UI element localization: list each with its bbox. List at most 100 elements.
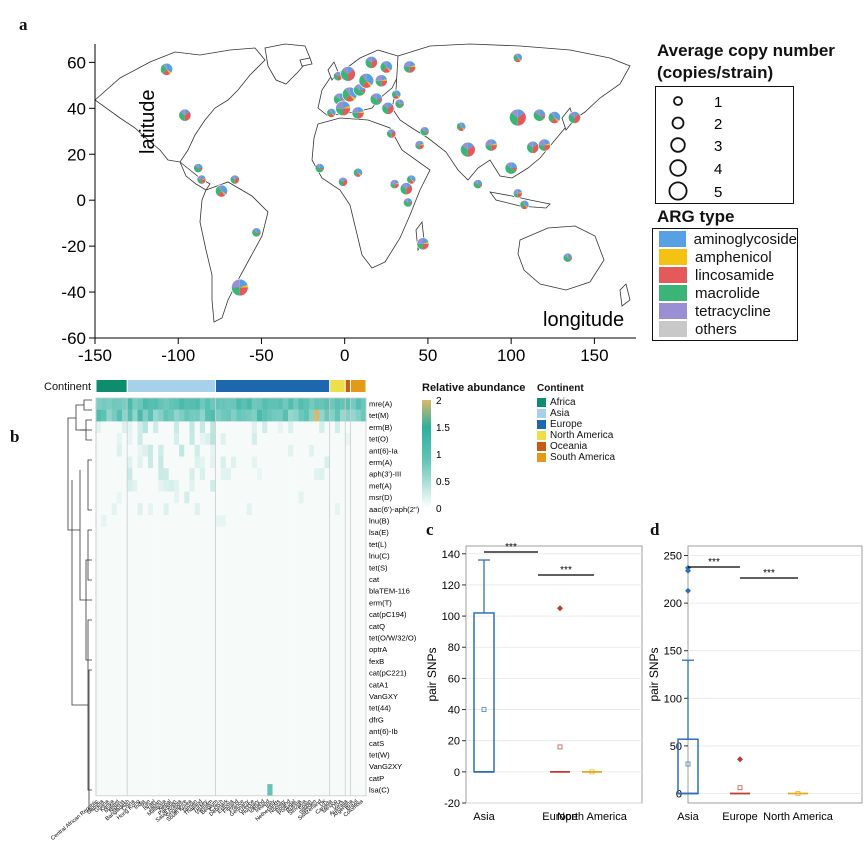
pie-slice [517,112,527,126]
continent-legend-item: North America [537,430,615,441]
heat-cell [282,596,289,609]
mean-marker [589,769,595,775]
heat-cell [158,690,164,703]
heat-cell [153,725,159,738]
heat-cell [355,760,362,773]
heat-cell [308,667,315,679]
heat-cell [314,515,320,527]
heat-cell [340,690,346,703]
site-pie [533,108,546,122]
heat-cell [184,632,190,644]
heat-cell [251,550,258,562]
heat-cell [350,444,356,457]
heat-cell [319,398,325,410]
ytick-label: 100 [664,693,682,705]
heat-cell [158,456,164,469]
heat-cell [246,702,252,715]
heat-cell [360,643,367,656]
heat-cell [319,749,325,761]
heat-cell [236,398,242,410]
heat-cell [303,409,310,422]
heat-cell [256,503,263,516]
heat-cell [116,608,123,621]
outlier-point [557,605,563,612]
heat-cell [121,561,128,574]
pie-slice [239,287,249,296]
pie-slice [456,122,462,131]
heat-cell [256,690,263,703]
heat-cell [137,678,143,691]
site-pie [335,100,351,117]
heat-cell [199,421,206,434]
heat-cell [147,632,154,644]
pie-outline [231,278,249,297]
copy-size-5-circle [668,181,688,201]
heat-cell [355,515,362,527]
heat-cell [199,550,206,562]
heat-cell [360,421,367,434]
heat-cell [199,561,206,574]
heat-cell [142,526,149,539]
site-pie [369,92,383,106]
heat-cell [163,784,169,796]
heat-cell [288,398,294,410]
site-pie [379,60,393,74]
heat-cell [329,643,336,656]
heat-cell [132,725,138,738]
heat-cell [241,760,247,773]
heat-cell [319,690,325,703]
site-pie [414,140,425,150]
pie-outline [160,62,173,76]
pie-slice [160,64,167,75]
heat-cell [308,596,315,609]
heat-cell [173,667,180,679]
heat-cell [231,690,237,703]
heat-cell [179,772,185,785]
heat-cell [116,550,123,562]
heat-cell [360,515,367,527]
site-pie [512,52,523,63]
heat-cell [96,573,102,586]
heat-cell [158,515,164,527]
heat-cell [298,456,304,469]
ytick-label: 0 [454,767,460,779]
heat-cell [267,585,273,598]
box-asia [473,559,495,773]
heat-cell [288,468,294,481]
heat-cell [303,398,310,410]
heat-cell [210,456,216,469]
site-pie [160,62,173,76]
heat-cell [147,444,154,457]
heat-cell [225,643,232,656]
heat-cell [355,702,362,715]
heat-cell [101,444,107,457]
heat-cell [111,444,117,457]
heat-cell [179,713,185,726]
heat-cell [298,573,304,586]
heat-cell [179,702,185,715]
heat-cell [225,503,232,516]
heat-cell [329,433,336,445]
heat-cell [334,421,341,434]
heat-cell [282,421,289,434]
site-pie [358,73,375,89]
pie-outline [391,89,402,100]
heat-cell [256,725,263,738]
heat-cell [210,433,216,445]
heat-cell [153,667,159,679]
heat-cell [329,398,336,410]
heat-cell [116,620,123,633]
heat-cell [111,468,117,481]
heat-cell [111,491,117,504]
heat-cell [147,725,154,738]
heat-cell [142,702,149,715]
heat-cell [127,678,133,691]
heat-cell [282,515,289,527]
heatmap-cells [95,397,367,797]
site-pie [406,174,417,185]
heat-cell [314,690,320,703]
heat-cell [205,596,211,609]
heat-cell [168,444,175,457]
heat-cell [334,713,341,726]
heat-cell [225,421,232,434]
